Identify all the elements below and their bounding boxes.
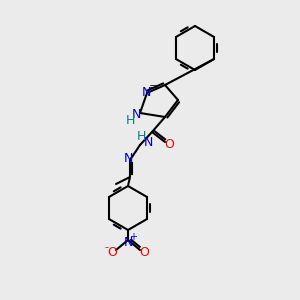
Text: N: N [141,85,151,98]
Text: H: H [125,113,135,127]
Text: N: N [123,236,133,248]
Text: +: + [129,232,137,242]
Text: -: - [104,242,108,252]
Text: N: N [123,152,133,166]
Text: O: O [164,137,174,151]
Text: O: O [139,245,149,259]
Text: N: N [143,136,153,149]
Text: H: H [136,130,146,143]
Text: =: = [149,82,159,92]
Text: O: O [107,245,117,259]
Text: N: N [131,107,141,121]
